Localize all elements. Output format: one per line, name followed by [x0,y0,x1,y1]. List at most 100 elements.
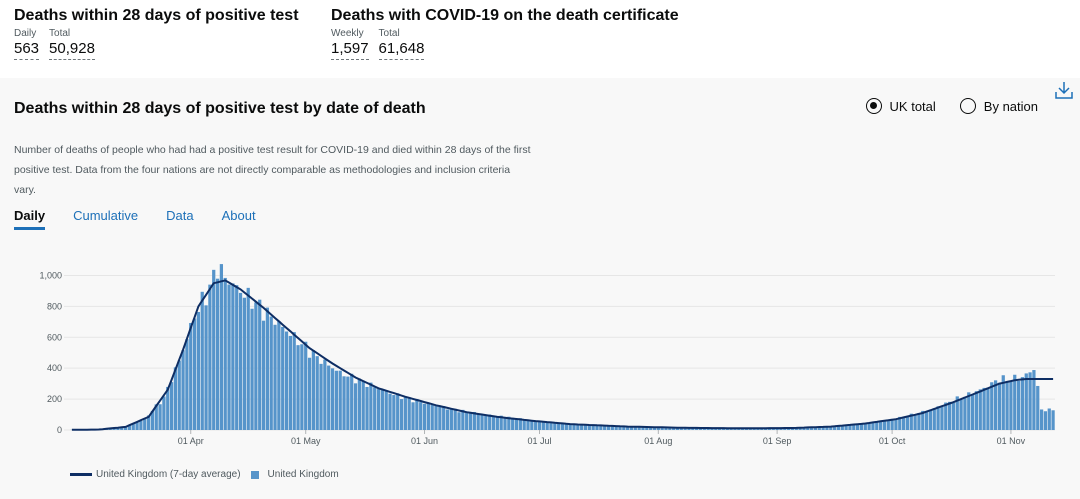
bar [583,425,588,430]
tab-cumulative[interactable]: Cumulative [73,208,139,223]
bar [342,376,346,430]
bar [668,427,672,430]
bar [415,398,419,430]
bar [392,395,396,430]
bar [173,367,178,430]
bar [484,414,488,430]
headline-title: Deaths within 28 days of positive test [14,7,299,24]
bar [798,427,802,430]
radio-uk-total[interactable]: UK total [865,98,936,114]
bar [350,373,354,430]
bar [1024,373,1028,430]
bar [281,326,285,430]
chart-card: Deaths within 28 days of positive test b… [0,78,1080,499]
bar [974,391,979,430]
bar [150,410,155,430]
bar [990,382,994,430]
bar [1005,381,1009,430]
y-tick-label: 200 [47,394,62,404]
bar [185,339,189,430]
bar [453,408,457,430]
bar [296,345,300,430]
bar [553,422,557,430]
tab-daily[interactable]: Daily [14,208,46,230]
bar [844,425,848,430]
headline-title: Deaths with COVID-19 on the death certif… [331,7,679,24]
bar [963,396,967,430]
bar [856,424,860,430]
stat-total: Total 50,928 [49,28,95,60]
bar [511,417,515,430]
bar [683,427,687,430]
bar [641,427,645,430]
bar [334,370,338,430]
average-line [71,279,1054,431]
bar [890,418,894,430]
bar [541,421,545,430]
stat-value[interactable]: 61,648 [378,40,425,60]
bar [810,427,814,430]
bar [978,389,982,430]
bar [944,402,948,430]
bar [867,423,871,430]
bar [1047,408,1051,430]
bar [940,406,944,430]
bar [488,414,492,430]
bar [357,378,361,430]
stat-value[interactable]: 50,928 [49,40,95,60]
bar [212,269,216,430]
bar [618,426,622,430]
radio-by-nation[interactable]: By nation [959,98,1038,114]
bar [886,419,890,430]
bar [557,422,561,430]
bar [361,380,365,430]
bar [545,421,549,430]
bar [169,382,174,430]
legend-entry-daily: United Kingdom [267,469,339,480]
bar [1016,380,1021,430]
bar [315,356,319,430]
bar [411,402,415,430]
bar [189,323,193,430]
bar [468,413,473,430]
bar [311,350,315,430]
bar [430,404,434,430]
bar [219,264,224,430]
view-radio-group: UK total By nation [842,98,1038,114]
bar [422,403,427,430]
bar [135,422,139,430]
bar [177,360,181,430]
stat-value[interactable]: 563 [14,40,40,60]
y-tick-label: 400 [47,363,62,373]
headline-death-certificate: Deaths with COVID-19 on the death certif… [331,6,679,60]
bar [235,285,239,430]
bar [449,408,453,430]
bar [269,316,273,430]
bar [924,411,929,430]
bar [587,425,591,430]
tab-data[interactable]: Data [166,208,194,223]
bar [426,403,430,430]
bar [250,308,254,430]
bar [637,426,641,430]
bar [277,321,281,430]
bar [369,382,373,430]
bar [472,411,476,430]
bar [932,408,936,430]
bar [1009,381,1013,430]
bar [537,421,542,430]
bar [652,427,657,430]
bar [120,427,124,430]
download-icon[interactable] [1054,80,1074,100]
bar [530,420,534,430]
bar [246,287,250,430]
x-tick-label: 01 May [291,436,321,446]
bar [672,427,676,430]
bar [610,425,614,430]
bar [480,414,484,430]
bar [825,426,829,430]
stat-weekly: Weekly 1,597 [331,28,369,60]
tab-about[interactable]: About [221,208,256,223]
bar [951,402,956,430]
stat-value[interactable]: 1,597 [331,40,369,60]
